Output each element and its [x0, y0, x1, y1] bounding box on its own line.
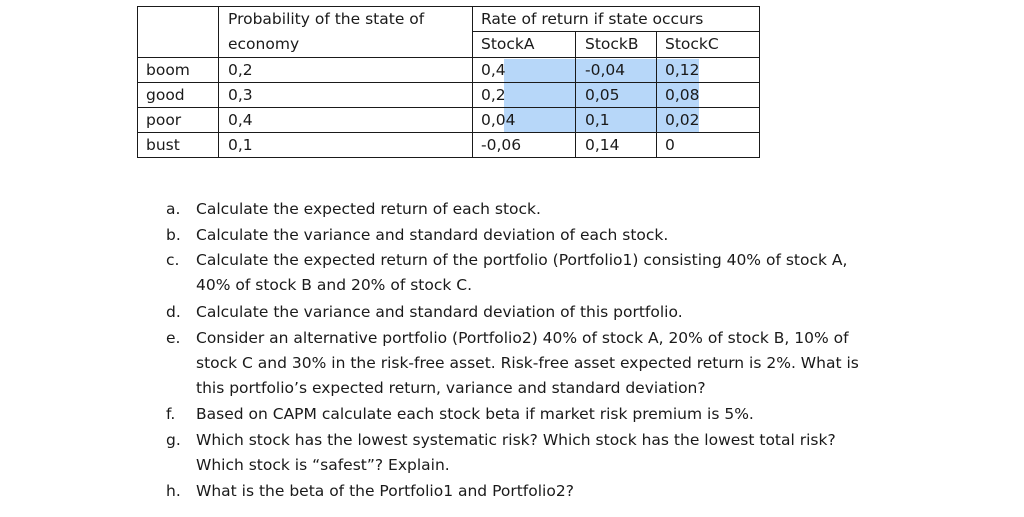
- question-text: Calculate the variance and standard devi…: [196, 226, 669, 244]
- stock-c-cell: 0: [665, 136, 675, 154]
- probability-cell: 0,3: [228, 86, 253, 104]
- question-text: Which stock has the lowest systematic ri…: [196, 431, 836, 449]
- header-stock-c: StockC: [665, 35, 719, 53]
- state-cell: boom: [146, 61, 190, 79]
- probability-cell: 0,4: [228, 111, 253, 129]
- table-rule: [137, 82, 760, 83]
- stock-a-cell: -0,06: [481, 136, 522, 154]
- question-letter: f.: [166, 405, 176, 423]
- state-cell: good: [146, 86, 185, 104]
- header-probability-line2: economy: [228, 35, 300, 53]
- probability-cell: 0,1: [228, 136, 253, 154]
- header-stock-a: StockA: [481, 35, 535, 53]
- table-rule: [472, 31, 760, 32]
- table-rule: [137, 132, 760, 133]
- table-rule: [218, 6, 219, 158]
- stock-c-cell: 0,08: [665, 86, 700, 104]
- stock-c-cell: 0,02: [665, 111, 700, 129]
- question-text: Calculate the expected return of the por…: [196, 251, 848, 269]
- question-letter: d.: [166, 303, 181, 321]
- header-probability: Probability of the state of: [228, 10, 425, 28]
- stock-b-cell: 0,05: [585, 86, 620, 104]
- question-text: Which stock is “safest”? Explain.: [196, 456, 450, 474]
- stock-b-cell: 0,14: [585, 136, 620, 154]
- stock-c-cell: 0,12: [665, 61, 700, 79]
- header-rate-of-return: Rate of return if state occurs: [481, 10, 704, 28]
- question-text: Calculate the expected return of each st…: [196, 200, 541, 218]
- question-text: stock C and 30% in the risk-free asset. …: [196, 354, 859, 372]
- question-text: this portfolio’s expected return, varian…: [196, 379, 706, 397]
- question-text: What is the beta of the Portfolio1 and P…: [196, 482, 574, 500]
- table-rule: [137, 57, 760, 58]
- selection-highlight: [504, 59, 699, 132]
- returns-table: Probability of the state of economy Rate…: [0, 0, 1024, 160]
- table-rule: [656, 31, 657, 158]
- question-letter: a.: [166, 200, 181, 218]
- state-cell: poor: [146, 111, 182, 129]
- question-letter: g.: [166, 431, 181, 449]
- table-border-right: [759, 6, 760, 158]
- header-stock-b: StockB: [585, 35, 639, 53]
- question-text: Based on CAPM calculate each stock beta …: [196, 405, 754, 423]
- table-rule: [575, 31, 576, 158]
- table-border-bottom: [137, 157, 760, 158]
- question-text: Consider an alternative portfolio (Portf…: [196, 329, 849, 347]
- table-border-top: [137, 6, 760, 7]
- question-letter: b.: [166, 226, 181, 244]
- table-border-left: [137, 6, 138, 158]
- stock-b-cell: -0,04: [585, 61, 626, 79]
- question-text: Calculate the variance and standard devi…: [196, 303, 683, 321]
- probability-cell: 0,2: [228, 61, 253, 79]
- table-rule: [472, 6, 473, 158]
- stock-a-cell: 0,4: [481, 61, 506, 79]
- state-cell: bust: [146, 136, 180, 154]
- stock-b-cell: 0,1: [585, 111, 610, 129]
- question-letter: h.: [166, 482, 181, 500]
- stock-a-cell: 0,04: [481, 111, 516, 129]
- question-letter: e.: [166, 329, 181, 347]
- table-rule: [137, 107, 760, 108]
- question-letter: c.: [166, 251, 180, 269]
- question-text: 40% of stock B and 20% of stock C.: [196, 276, 473, 294]
- stock-a-cell: 0,2: [481, 86, 506, 104]
